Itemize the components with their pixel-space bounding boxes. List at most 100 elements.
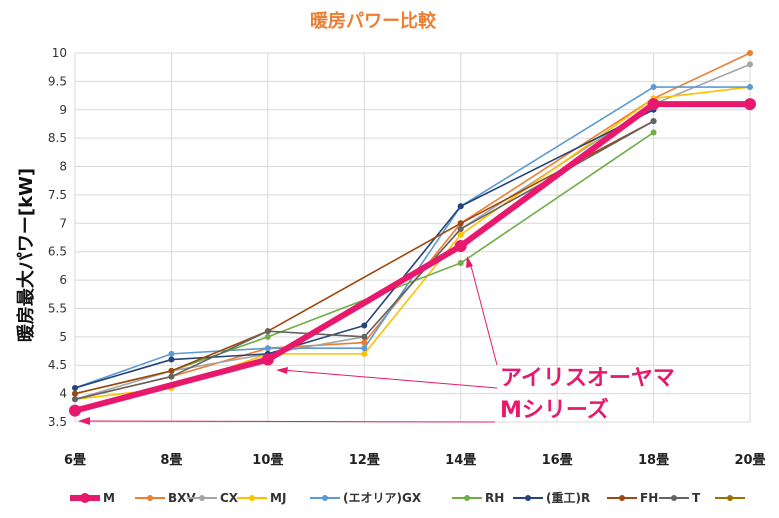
data-point bbox=[457, 225, 464, 232]
data-point bbox=[168, 356, 175, 363]
legend-marker bbox=[80, 493, 90, 503]
legend-entry: M bbox=[70, 491, 115, 505]
legend: M BXV CX MJ (エオリア)GX RH (重工)R FH T bbox=[70, 490, 745, 505]
legend-label: M bbox=[103, 491, 115, 505]
legend-marker bbox=[727, 495, 733, 501]
annotation-arrowhead-3 bbox=[466, 256, 473, 268]
legend-entry: CX bbox=[187, 491, 239, 505]
legend-entry: BXV bbox=[135, 491, 196, 505]
legend-label: T bbox=[692, 491, 701, 505]
data-point bbox=[168, 350, 175, 357]
data-point bbox=[69, 404, 81, 417]
series-line bbox=[74, 63, 751, 401]
data-point bbox=[361, 345, 368, 352]
data-point bbox=[457, 203, 464, 210]
legend-label: (重工)R bbox=[546, 490, 590, 505]
legend-marker bbox=[671, 495, 677, 501]
legend-entry: RH bbox=[452, 491, 504, 505]
data-point bbox=[72, 396, 78, 403]
data-point bbox=[264, 345, 271, 352]
chart-title: 暖房パワー比較 bbox=[310, 10, 437, 32]
series-lines bbox=[69, 50, 756, 417]
data-point bbox=[747, 84, 753, 91]
y-tick-label: 9 bbox=[59, 103, 67, 117]
data-point bbox=[361, 322, 368, 329]
series-line bbox=[74, 86, 751, 401]
legend-marker bbox=[199, 495, 205, 501]
data-point bbox=[747, 61, 753, 68]
annotation-arrowhead-1 bbox=[78, 417, 90, 425]
x-tick-label: 12畳 bbox=[349, 453, 380, 468]
y-tick-label: 7.5 bbox=[48, 188, 67, 202]
data-point bbox=[168, 373, 175, 380]
annotation-pointer-3 bbox=[469, 261, 498, 366]
annotation-pointer-2 bbox=[281, 369, 498, 389]
data-point bbox=[454, 240, 467, 253]
annotation-line-1: アイリスオーヤマ bbox=[500, 366, 675, 391]
legend-entry: T bbox=[659, 491, 701, 505]
x-tick-label: 10畳 bbox=[252, 453, 283, 468]
data-point bbox=[264, 328, 271, 335]
gridlines bbox=[74, 52, 751, 423]
legend-marker bbox=[619, 495, 625, 501]
y-tick-label: 6 bbox=[59, 273, 67, 287]
legend-entry: FH bbox=[607, 491, 658, 505]
y-tick-label: 3.5 bbox=[48, 415, 67, 429]
data-point bbox=[72, 384, 78, 391]
data-point bbox=[457, 231, 464, 238]
y-tick-label: 7 bbox=[59, 216, 67, 230]
y-axis-ticks: 3.5 4 4.5 5 5.5 6 6.5 7 7.5 8 8.5 9 9.5 10 bbox=[48, 46, 67, 429]
data-point bbox=[72, 390, 78, 397]
legend-label: BXV bbox=[168, 491, 196, 505]
x-tick-label: 16畳 bbox=[542, 453, 573, 468]
series-line bbox=[74, 109, 654, 389]
series-M bbox=[69, 98, 756, 417]
legend-label: MJ bbox=[270, 491, 286, 505]
legend-marker bbox=[147, 495, 153, 501]
legend-marker bbox=[464, 495, 470, 501]
data-point bbox=[361, 339, 368, 346]
series-(エオリア)GX bbox=[72, 84, 753, 391]
data-point bbox=[361, 350, 368, 357]
data-point bbox=[744, 98, 756, 111]
data-point bbox=[747, 50, 753, 56]
series-CX bbox=[72, 61, 753, 403]
legend-entry bbox=[715, 495, 745, 501]
x-tick-label: 6畳 bbox=[64, 453, 86, 468]
legend-label: RH bbox=[485, 491, 504, 505]
x-tick-label: 14畳 bbox=[445, 453, 476, 468]
legend-entry: (重工)R bbox=[513, 490, 590, 505]
y-axis-label: 暖房最大パワー[kW] bbox=[15, 168, 37, 342]
y-tick-label: 5.5 bbox=[48, 301, 67, 315]
y-tick-label: 8.5 bbox=[48, 131, 67, 145]
data-point bbox=[650, 129, 657, 136]
y-tick-label: 6.5 bbox=[48, 245, 67, 259]
data-point bbox=[261, 353, 274, 366]
y-tick-label: 5 bbox=[59, 330, 67, 344]
data-point bbox=[650, 84, 657, 91]
y-tick-label: 9.5 bbox=[48, 74, 67, 88]
x-tick-label: 20畳 bbox=[734, 453, 765, 468]
data-point bbox=[650, 118, 657, 125]
x-tick-label: 8畳 bbox=[160, 453, 182, 468]
series-line bbox=[74, 101, 750, 414]
annotation-line-2: Mシリーズ bbox=[500, 397, 609, 423]
data-point bbox=[457, 260, 464, 267]
data-point bbox=[361, 333, 368, 340]
legend-marker bbox=[322, 495, 328, 501]
series-line bbox=[74, 86, 750, 389]
annotation: アイリスオーヤマ Mシリーズ bbox=[78, 256, 675, 425]
annotation-arrowhead-2 bbox=[276, 367, 288, 374]
legend-label: FH bbox=[640, 491, 658, 505]
y-tick-label: 4.5 bbox=[48, 358, 67, 372]
y-tick-label: 4 bbox=[59, 387, 67, 401]
y-tick-label: 8 bbox=[59, 160, 67, 174]
y-tick-label: 10 bbox=[52, 46, 67, 60]
annotation-pointer-1 bbox=[89, 420, 496, 423]
legend-entry: (エオリア)GX bbox=[310, 491, 422, 505]
x-axis-ticks: 6畳 8畳 10畳 12畳 14畳 16畳 18畳 20畳 bbox=[64, 453, 766, 468]
legend-entry: MJ bbox=[237, 491, 286, 505]
x-tick-label: 18畳 bbox=[638, 453, 669, 468]
data-point bbox=[647, 98, 660, 111]
